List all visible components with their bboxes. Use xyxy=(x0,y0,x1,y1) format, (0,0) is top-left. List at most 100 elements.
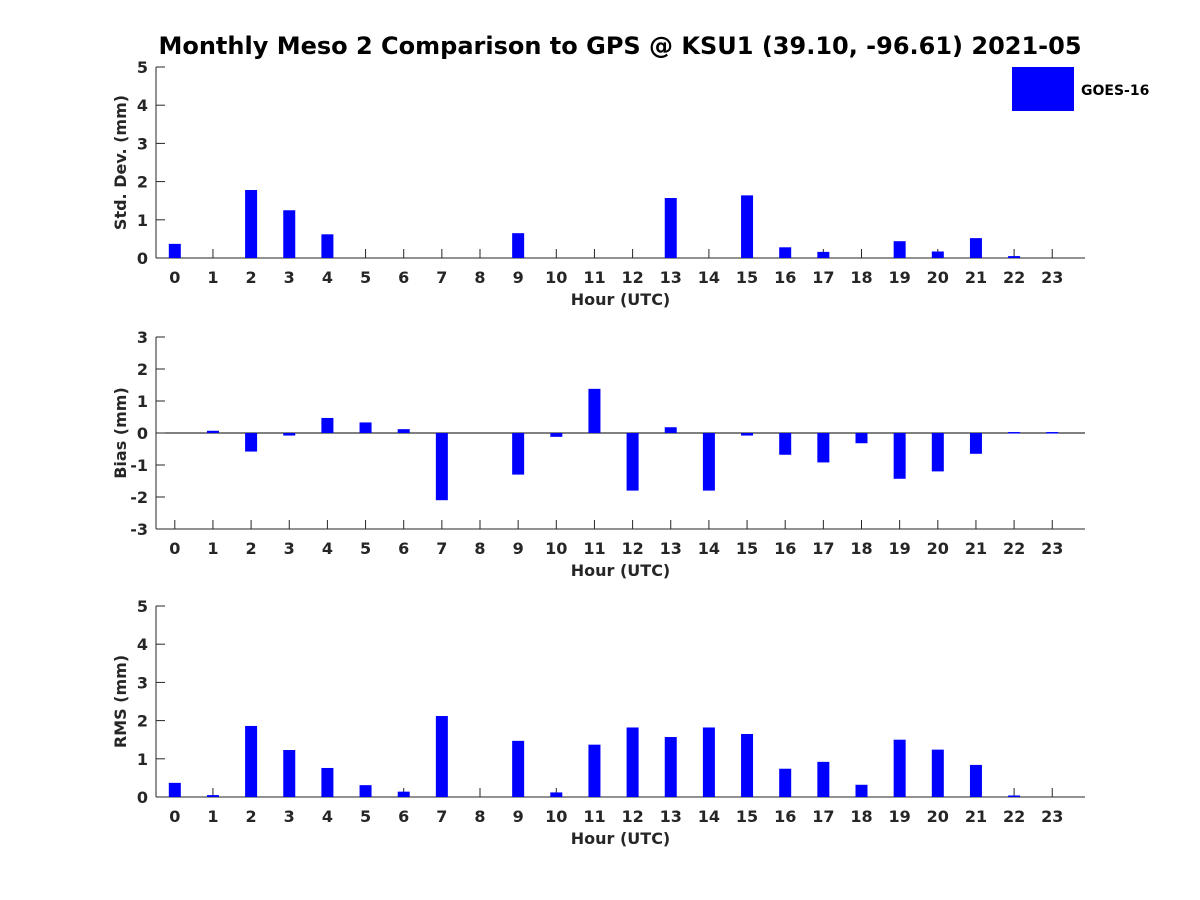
x-tick-label: 10 xyxy=(545,807,567,826)
bar-hour-9 xyxy=(512,740,525,797)
y-axis-label: Std. Dev. (mm) xyxy=(111,95,130,230)
x-tick-label: 20 xyxy=(927,268,949,287)
bar-hour-13 xyxy=(664,427,677,433)
bar-hour-15 xyxy=(741,195,754,258)
bar-hour-19 xyxy=(893,739,906,797)
x-tick-label: 3 xyxy=(284,807,295,826)
x-tick-label: 11 xyxy=(583,268,605,287)
x-tick-label: 9 xyxy=(513,539,524,558)
x-tick-label: 10 xyxy=(545,539,567,558)
bar-hour-21 xyxy=(969,238,982,258)
bar-hour-18 xyxy=(855,433,868,444)
bar-hour-11 xyxy=(588,388,601,433)
x-tick-label: 8 xyxy=(474,268,485,287)
bar-hour-9 xyxy=(512,433,525,475)
x-tick-label: 5 xyxy=(360,807,371,826)
y-tick-label: 1 xyxy=(137,392,148,411)
x-tick-label: 22 xyxy=(1003,807,1025,826)
x-tick-label: 19 xyxy=(889,807,911,826)
bar-hour-20 xyxy=(931,433,944,472)
bar-hour-6 xyxy=(397,791,410,797)
x-tick-label: 20 xyxy=(927,807,949,826)
bar-hour-13 xyxy=(664,737,677,797)
bar-hour-23 xyxy=(1046,432,1059,434)
x-tick-label: 9 xyxy=(513,807,524,826)
legend-label-goes-16: GOES-16 xyxy=(1081,83,1149,99)
y-tick-label: 5 xyxy=(137,58,148,77)
bar-hour-22 xyxy=(1008,795,1021,797)
x-tick-label: 12 xyxy=(621,807,643,826)
bar-hour-16 xyxy=(779,433,792,455)
x-tick-label: 2 xyxy=(246,268,257,287)
y-tick-label: 5 xyxy=(137,597,148,616)
y-tick-label: 4 xyxy=(137,96,148,115)
x-tick-label: 8 xyxy=(474,539,485,558)
x-tick-label: 19 xyxy=(889,268,911,287)
bar-hour-2 xyxy=(245,433,258,452)
x-tick-label: 3 xyxy=(284,268,295,287)
y-tick-label: 1 xyxy=(137,211,148,230)
x-tick-label: 11 xyxy=(583,539,605,558)
x-tick-label: 18 xyxy=(850,539,872,558)
x-tick-label: 22 xyxy=(1003,268,1025,287)
y-tick-label: 2 xyxy=(137,173,148,192)
bar-hour-21 xyxy=(969,433,982,454)
x-tick-label: 16 xyxy=(774,268,796,287)
bar-hour-1 xyxy=(206,430,219,433)
x-tick-label: 5 xyxy=(360,539,371,558)
y-tick-label: 0 xyxy=(137,424,148,443)
legend: GOES-16 xyxy=(1012,67,1149,111)
x-tick-label: 23 xyxy=(1041,807,1063,826)
x-tick-label: 3 xyxy=(284,539,295,558)
bar-hour-0 xyxy=(168,782,181,797)
bar-hour-16 xyxy=(779,768,792,797)
y-axis-label: RMS (mm) xyxy=(111,655,130,748)
y-tick-label: 3 xyxy=(137,134,148,153)
bar-hour-6 xyxy=(397,429,410,433)
bar-hour-13 xyxy=(664,198,677,258)
bar-hour-12 xyxy=(626,727,639,797)
bar-hour-1 xyxy=(206,795,219,797)
x-tick-label: 7 xyxy=(436,539,447,558)
x-tick-label: 2 xyxy=(246,539,257,558)
x-tick-label: 9 xyxy=(513,268,524,287)
x-tick-label: 8 xyxy=(474,807,485,826)
bar-hour-4 xyxy=(321,767,334,797)
bar-hour-4 xyxy=(321,234,334,258)
bar-hour-4 xyxy=(321,417,334,433)
x-tick-label: 6 xyxy=(398,539,409,558)
bar-hour-0 xyxy=(168,243,181,258)
bar-hour-17 xyxy=(817,251,830,258)
y-tick-label: 2 xyxy=(137,712,148,731)
x-tick-label: 1 xyxy=(207,268,218,287)
y-tick-label: -3 xyxy=(130,520,148,539)
x-tick-label: 0 xyxy=(169,539,180,558)
y-tick-label: 4 xyxy=(137,635,148,654)
bar-hour-22 xyxy=(1008,432,1021,434)
x-tick-label: 15 xyxy=(736,807,758,826)
x-tick-label: 0 xyxy=(169,807,180,826)
x-tick-label: 17 xyxy=(812,539,834,558)
chart-title: Monthly Meso 2 Comparison to GPS @ KSU1 … xyxy=(158,32,1081,60)
x-tick-label: 5 xyxy=(360,268,371,287)
y-tick-label: 3 xyxy=(137,328,148,347)
bar-hour-10 xyxy=(550,433,563,437)
x-tick-label: 4 xyxy=(322,807,333,826)
x-tick-label: 12 xyxy=(621,539,643,558)
x-tick-label: 15 xyxy=(736,268,758,287)
x-tick-label: 0 xyxy=(169,268,180,287)
x-axis-label: Hour (UTC) xyxy=(571,561,671,580)
bar-hour-7 xyxy=(435,716,448,797)
x-tick-label: 14 xyxy=(698,807,720,826)
bar-hour-18 xyxy=(855,784,868,797)
x-tick-label: 23 xyxy=(1041,268,1063,287)
bar-hour-19 xyxy=(893,433,906,479)
x-tick-label: 4 xyxy=(322,539,333,558)
bar-hour-20 xyxy=(931,251,944,258)
bar-hour-5 xyxy=(359,422,372,433)
x-tick-label: 10 xyxy=(545,268,567,287)
